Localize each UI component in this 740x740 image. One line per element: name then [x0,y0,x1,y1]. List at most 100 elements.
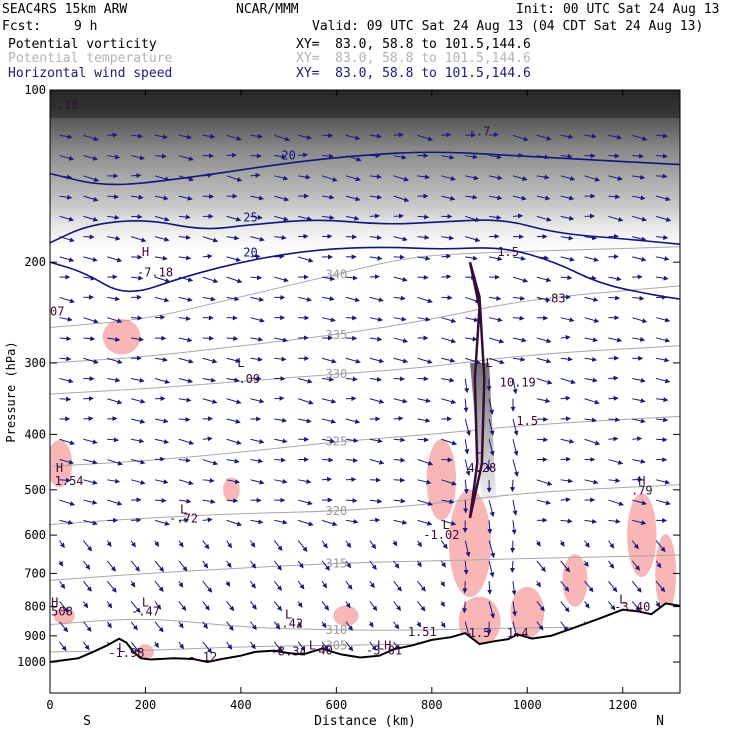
wind-vector-arrow [417,174,430,180]
x-axis-tick-label: 600 [326,698,348,712]
x-axis-title: Distance (km) [314,714,416,729]
wind-vector-arrow [107,398,123,405]
wind-vector-arrow [226,519,243,527]
wind-vector-arrow [632,153,644,159]
extremum-label: H [61,79,68,93]
wind-contour-label: 20 [243,246,257,260]
wind-vector-arrow [178,397,192,403]
wind-vector-arrow [510,560,516,574]
wind-vector-arrow [488,398,494,415]
wind-vector-arrow [59,256,75,263]
wind-vector-arrow [369,438,383,444]
wind-vector-arrow [250,317,265,323]
wind-vector-arrow [274,215,289,222]
extremum-label: H [142,245,149,259]
extremum-label: -.12 [188,650,217,664]
fcst-value: 9 h [74,19,98,34]
y-axis-tick-label: 300 [24,356,46,370]
x-axis-tick-label: 1000 [513,698,542,712]
wind-vector-arrow [632,195,646,201]
wind-vector-arrow [178,134,193,140]
wind-vector-arrow [107,336,121,342]
wind-vector-arrow [465,215,481,222]
wind-vector-arrow [584,479,599,485]
wind-vector-arrow [225,580,231,587]
wind-vector-arrow [226,560,232,568]
wind-vector-arrow [178,214,191,220]
valid-time: Valid: 09 UTC Sat 24 Aug 13 (04 CDT Sat … [312,19,704,34]
pv-contour-line [468,261,486,519]
wind-vector-arrow [440,540,448,550]
wind-vector-arrow [560,518,573,524]
wind-vector-arrow [417,296,433,304]
wind-vector-arrow [274,395,285,401]
wind-vector-arrow [178,438,195,445]
y-axis-tick-label: 900 [24,629,46,643]
wind-vector-arrow [560,378,576,385]
wind-vector-arrow [417,316,431,322]
wind-vector-arrow [608,478,621,484]
wind-vector-arrow [584,317,600,323]
wind-vector-arrow [298,215,313,222]
wind-vector-arrow [417,540,422,548]
wind-vector-arrow [584,417,597,423]
wind-vector-arrow [536,255,550,261]
wind-vector-arrow [488,601,495,619]
wind-vector-arrow [536,357,552,364]
wind-vector-arrow [83,438,98,445]
theta-contour-line [50,618,680,631]
wind-vector-arrow [536,276,552,283]
wind-vector-arrow [584,398,600,405]
wind-vector-arrow [250,601,257,610]
wind-vector-arrow [107,499,123,506]
wind-vector-arrow [560,215,575,221]
wind-vector-arrow [584,337,598,343]
wind-vector-arrow [462,581,468,594]
wind-vector-arrow [321,317,336,323]
wind-vector-arrow [441,337,457,344]
wind-vector-arrow [321,376,335,382]
theta-contour-label: 310 [326,623,348,637]
wind-vector-arrow [59,336,72,342]
wind-vector-arrow [536,195,551,201]
wind-vector-arrow [393,175,409,182]
wind-vector-arrow [393,376,406,382]
wind-vector-arrow [59,396,72,402]
extremum-label: L [285,608,292,622]
wind-vector-arrow [178,540,184,548]
wind-vector-arrow [489,214,502,220]
wind-vector-arrow [560,256,575,262]
wind-vector-arrow [226,152,237,158]
wind-vector-arrow [584,518,598,524]
wind-vector-arrow [369,398,385,404]
wind-vector-arrow [656,357,670,363]
wind-vector-arrow [536,154,550,160]
wind-vector-arrow [250,356,263,362]
wind-vector-arrow [417,499,433,506]
terrain-fill [50,603,680,693]
wind-vector-arrow [631,601,641,612]
extremum-label: L [619,592,626,606]
wind-vector-arrow [131,418,146,424]
wind-vector-arrow [131,194,144,200]
wind-vector-arrow [536,437,549,443]
wind-vector-arrow [226,377,240,383]
wind-vector-arrow [154,498,167,504]
wind-vector-arrow [393,560,400,569]
y-axis-title: Pressure (hPa) [4,341,18,442]
wind-vector-arrow [274,478,288,484]
wind-vector-arrow [107,357,123,364]
extremum-label: L [485,356,492,370]
wind-vector-arrow [369,560,377,571]
wind-vector-arrow [59,641,67,652]
wind-vector-arrow [226,458,240,464]
wind-vector-arrow [298,377,313,384]
wind-vector-arrow [202,253,213,259]
wind-vector-arrow [441,175,456,181]
field-xy-pv: XY= 83.0, 58.8 to 101.5,144.6 [296,37,531,52]
wind-vector-arrow [369,274,380,280]
extremum-label: -.18 [50,98,79,112]
x-axis-tick-label: 200 [135,698,157,712]
pv-shade-region [426,439,457,521]
wind-vector-arrow [131,133,144,139]
